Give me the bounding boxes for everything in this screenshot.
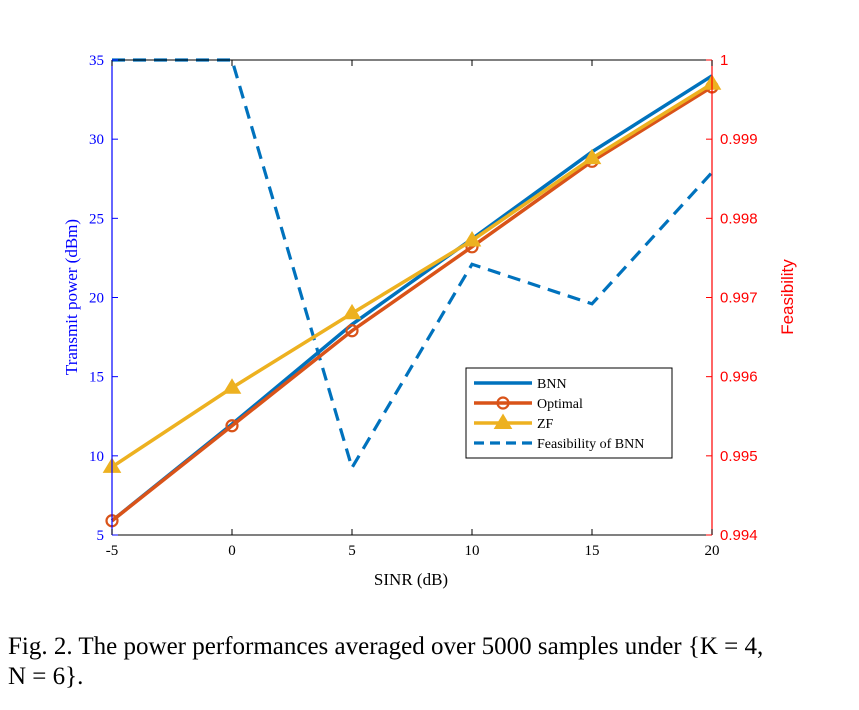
x-tick-label: 5 [348, 543, 356, 559]
zf-marker [582, 148, 602, 165]
figure-caption: Fig. 2. The power performances averaged … [8, 632, 853, 692]
x-axis-label: SINR (dB) [374, 570, 448, 589]
left-y-tick-label: 5 [97, 528, 105, 544]
right-y-tick-label: 0.996 [720, 369, 758, 386]
right-y-tick-label: 0.994 [720, 527, 758, 544]
zf-marker [462, 231, 482, 247]
right-y-axis-label: Feasibility [778, 259, 797, 335]
right-y-tick-label: 0.998 [720, 210, 758, 227]
optimal-line [110, 85, 713, 523]
caption-line-1: Fig. 2. The power performances averaged … [8, 633, 764, 660]
legend-feasibility-of-bnn-label: Feasibility of BNN [537, 437, 644, 452]
ticks-layer: -5 0 5 10 15 20 5 10 15 20 25 30 35 0.994 0.995 0.996 0.… [89, 52, 758, 559]
x-tick-label: -5 [106, 543, 119, 559]
x-tick-label: 0 [228, 543, 236, 559]
optimal-marker [225, 419, 239, 433]
right-y-tick-label: 0.997 [720, 290, 758, 307]
left-y-tick-label: 20 [89, 291, 104, 307]
x-tick-label: 15 [585, 543, 600, 559]
legend-zf-marker [493, 413, 513, 429]
right-y-tick-label: 0.999 [720, 131, 758, 148]
left-y-tick-label: 30 [89, 132, 104, 148]
legend-bnn-label: BNN [537, 377, 567, 392]
left-y-tick-label: 10 [89, 449, 104, 465]
left-y-tick-label: 15 [89, 370, 104, 386]
left-y-axis-label: Transmit power (dBm) [62, 219, 81, 375]
right-y-tick-label: 0.995 [720, 448, 758, 465]
legend-optimal-marker [496, 396, 510, 410]
zf-line [111, 82, 713, 469]
caption-line-2: N = 6}. [8, 663, 84, 690]
legend-zf-label: ZF [537, 417, 554, 432]
legend: BNN Optimal ZF Feasibility of BNN [465, 367, 673, 459]
left-y-tick-label: 35 [89, 53, 104, 69]
feasibility-of-bnn-line [112, 58, 714, 472]
x-tick-label: 10 [465, 543, 480, 559]
zf-marker [222, 378, 242, 394]
legend-items: BNN Optimal ZF Feasibility of BNN [474, 377, 644, 452]
dual-axis-line-chart: -5 0 5 10 15 20 5 10 15 20 25 30 35 0.994 0.995 0.996 0.… [62, 52, 797, 589]
left-y-tick-label: 25 [89, 211, 104, 227]
legend-optimal-label: Optimal [537, 397, 583, 412]
right-y-tick-label: 1 [720, 52, 728, 69]
optimal-marker [345, 324, 359, 338]
x-tick-label: 20 [705, 543, 720, 559]
zf-marker [342, 303, 362, 320]
